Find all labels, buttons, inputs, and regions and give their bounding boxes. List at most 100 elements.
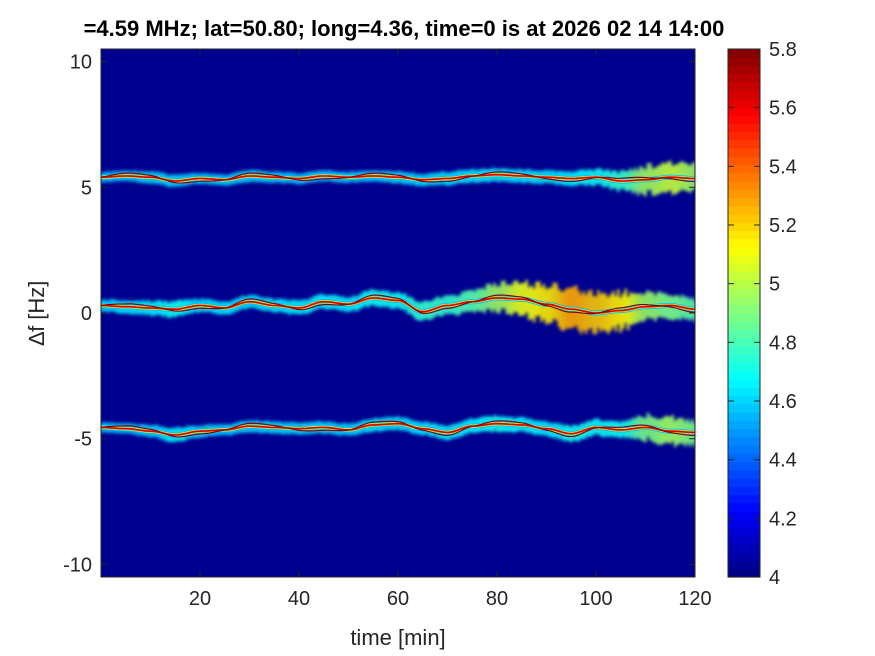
colorbar-step (728, 288, 760, 298)
y-tick-label: -10 (63, 554, 92, 576)
colorbar-step (728, 271, 760, 281)
colorbar-step (728, 420, 760, 430)
colorbar-step (728, 214, 760, 223)
colorbar-step (728, 436, 760, 446)
colorbar-tick-label: 5.4 (769, 156, 797, 178)
colorbar-step (728, 469, 760, 479)
colorbar-step (728, 346, 760, 355)
x-tick-label: 20 (189, 588, 211, 610)
trace-1 (101, 279, 695, 335)
colorbar-step (728, 123, 760, 133)
colorbar-tick-label: 4.4 (769, 450, 797, 472)
x-axis-label: time [min] (350, 625, 445, 650)
colorbar-tick-label: 4 (769, 567, 780, 589)
colorbar-step (728, 502, 760, 512)
colorbar-step (728, 98, 760, 108)
colorbar-step (728, 535, 760, 545)
colorbar-tick-label: 5.2 (769, 215, 797, 237)
trace-core (101, 294, 695, 315)
colorbar-step (728, 73, 760, 83)
colorbar-step (728, 354, 760, 364)
colorbar-step (728, 156, 760, 166)
x-tick-label: 60 (387, 588, 409, 610)
colorbar-step (728, 49, 760, 58)
colorbar-step (728, 560, 760, 570)
colorbar-step (728, 568, 760, 578)
colorbar-step (728, 494, 760, 504)
colorbar-step (728, 115, 760, 124)
colorbar-step (728, 247, 760, 256)
colorbar-frame (727, 48, 761, 578)
colorbar-step (728, 304, 760, 314)
colorbar-step (728, 527, 760, 537)
colorbar-step (728, 379, 760, 388)
colorbar-step (728, 82, 760, 91)
colorbar-step (728, 403, 760, 413)
trace-core (101, 420, 695, 438)
colorbar-step (728, 139, 760, 149)
colorbar-step (728, 131, 760, 141)
colorbar-axis: 5.8 5.6 5.4 5.2 5 4.8 4.6 4.4 4.2 4 (728, 39, 797, 589)
colorbar-step (728, 544, 760, 553)
colorbar-step (728, 387, 760, 397)
x-tick-label: 100 (579, 588, 612, 610)
colorbar-step (728, 321, 760, 331)
y-tick-label: 5 (81, 177, 92, 199)
trace-2 (101, 412, 695, 448)
colorbar-tick-label: 5.8 (769, 39, 797, 61)
colorbar-step (728, 255, 760, 265)
colorbar-step (728, 395, 760, 405)
y-axis: 10 5 0 -5 -10 (63, 52, 695, 576)
colorbar-gradient (728, 49, 760, 578)
colorbar-step (728, 164, 760, 174)
colorbar-step (728, 148, 760, 157)
colorbar-step (728, 461, 760, 471)
colorbar-step (728, 90, 760, 100)
colorbar-step (728, 263, 760, 273)
colorbar-step (728, 280, 760, 289)
colorbar-step (728, 57, 760, 67)
colorbar-step (728, 106, 760, 116)
colorbar-step (728, 329, 760, 339)
plot-area (100, 48, 696, 578)
x-axis: 20 40 60 80 100 120 (189, 49, 712, 610)
colorbar-step (728, 519, 760, 529)
chart-title: =4.59 MHz; lat=50.80; long=4.36, time=0 … (84, 16, 725, 41)
colorbar-tick-label: 5 (769, 274, 780, 296)
colorbar-step (728, 445, 760, 454)
colorbar-tick-label: 4.6 (769, 391, 797, 413)
trace-0 (101, 160, 695, 197)
colorbar-step (728, 486, 760, 496)
colorbar-step (728, 172, 760, 182)
y-axis-label: ∆f [Hz] (24, 281, 49, 346)
y-tick-label: 0 (81, 303, 92, 325)
colorbar-step (728, 412, 760, 421)
colorbar: 5.8 5.6 5.4 5.2 5 4.8 4.6 4.4 4.2 4 (727, 39, 797, 589)
colorbar-step (728, 205, 760, 215)
y-tick-label: -5 (74, 429, 92, 451)
colorbar-step (728, 222, 760, 232)
colorbar-step (728, 230, 760, 240)
x-tick-label: 40 (288, 588, 310, 610)
colorbar-step (728, 370, 760, 380)
colorbar-step (728, 197, 760, 207)
y-tick-label: 10 (70, 52, 92, 74)
colorbar-step (728, 238, 760, 248)
colorbar-step (728, 428, 760, 438)
colorbar-step (728, 65, 760, 75)
colorbar-step (728, 181, 760, 190)
colorbar-step (728, 189, 760, 199)
x-tick-label: 80 (486, 588, 508, 610)
x-tick-label: 120 (678, 588, 711, 610)
colorbar-step (728, 511, 760, 520)
trace-core (101, 171, 695, 184)
colorbar-tick-label: 4.8 (769, 332, 797, 354)
colorbar-tick-label: 5.6 (769, 98, 797, 120)
colorbar-step (728, 552, 760, 562)
colorbar-step (728, 478, 760, 487)
colorbar-step (728, 362, 760, 372)
trace-layer (101, 160, 695, 448)
colorbar-step (728, 296, 760, 306)
colorbar-step (728, 313, 760, 322)
